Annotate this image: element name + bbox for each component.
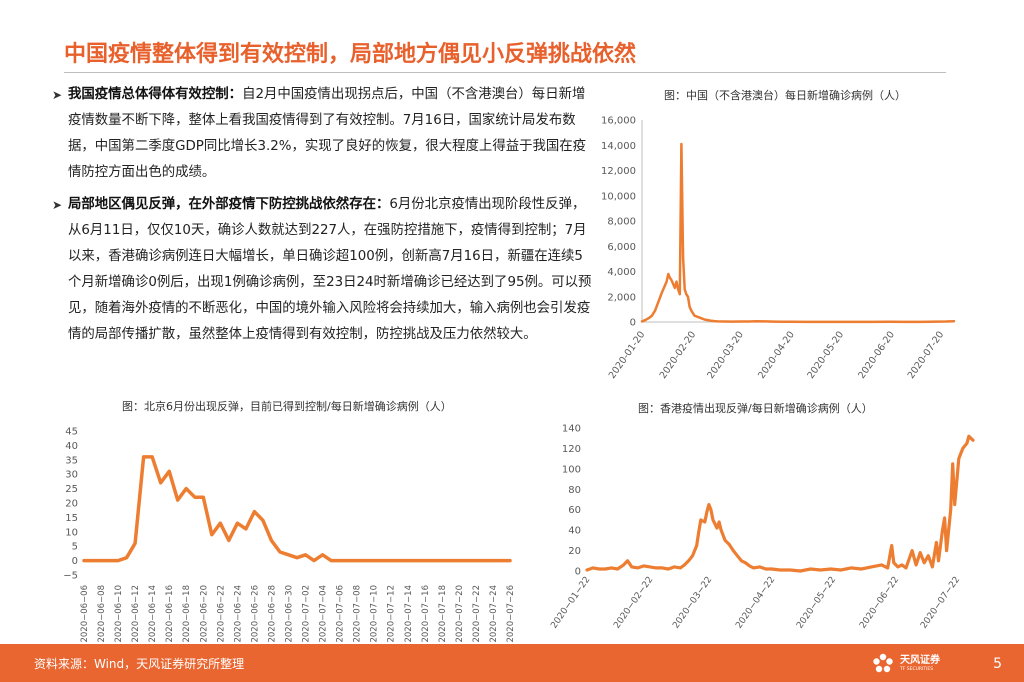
y-tick-label: 20 <box>568 546 581 557</box>
y-tick-label: 40 <box>568 526 581 537</box>
bullet-text: 6月份北京疫情出现阶段性反弹，从6月11日，仅仅10天，确诊人数就达到227人，… <box>68 197 592 342</box>
x-tick-label: 2020−07−20 <box>455 585 465 643</box>
x-tick-label: 2020−06−16 <box>165 585 175 643</box>
bullet-lead: 我国疫情总体得体有效控制： <box>68 87 243 102</box>
x-tick-label: 2020−07−04 <box>319 585 329 643</box>
x-tick-label: 2020-06-20 <box>856 329 897 381</box>
footer-bar: 资料来源：Wind，天风证券研究所整理 天风证券 TF SECURITIES 5 <box>0 644 1024 682</box>
bullet-lead: 局部地区偶见反弹，在外部疫情下防控挑战依然存在： <box>68 197 390 212</box>
series-line <box>82 455 512 563</box>
x-tick-label: 2020−06−24 <box>233 585 243 643</box>
x-tick-label: 2020−04−22 <box>734 575 777 631</box>
x-tick-label: 2020−06−10 <box>114 585 124 643</box>
y-tick-label: 25 <box>65 484 78 495</box>
y-tick-label: 14,000 <box>601 141 636 152</box>
series-line <box>640 142 956 324</box>
bullet-list: ➤ 我国疫情总体得体有效控制：自2月中国疫情出现拐点后，中国（不含港澳台）每日新… <box>52 82 592 354</box>
y-tick-label: 16,000 <box>601 116 636 127</box>
x-tick-label: 2020−07−24 <box>489 585 499 643</box>
y-tick-label: 5 <box>72 542 78 553</box>
y-tick-label: 120 <box>562 444 581 455</box>
chart-hongkong: 0 20 40 60 80 100 120 140 2020−01−22 2020−02−22 20… <box>549 424 975 631</box>
y-tick-label: 40 <box>65 441 78 452</box>
bullet-item: ➤ 局部地区偶见反弹，在外部疫情下防控挑战依然存在：6月份北京疫情出现阶段性反弹… <box>52 192 592 348</box>
x-tick-label: 2020-03-20 <box>705 329 746 381</box>
x-tick-label: 2020−07−06 <box>336 585 346 643</box>
x-tick-label: 2020−06−18 <box>182 585 192 643</box>
chart-caption-beijing: 图：北京6月份出现反弹，目前已得到控制/每日新增确诊病例（人） <box>122 400 452 413</box>
logo-subtext: TF SECURITIES <box>900 666 934 672</box>
x-tick-label: 2020−06−26 <box>250 585 260 643</box>
page-number: 5 <box>993 656 1002 672</box>
x-tick-label: 2020−07−14 <box>404 585 414 643</box>
x-tick-label: 2020-07-20 <box>906 329 947 381</box>
y-tick-label: 10,000 <box>601 191 636 202</box>
company-logo: 天风证券 TF SECURITIES <box>870 651 940 677</box>
x-tick-label: 2020−07−12 <box>387 585 397 643</box>
y-tick-label: 4,000 <box>607 267 636 278</box>
x-tick-label: 2020−07−18 <box>438 585 448 643</box>
y-tick-label: 6,000 <box>607 242 636 253</box>
x-tick-label: 2020−07−16 <box>421 585 431 643</box>
x-tick-label: 2020-04-20 <box>756 329 797 381</box>
y-tick-label: 20 <box>65 499 78 510</box>
y-tick-label: 35 <box>65 455 78 466</box>
x-tick-label: 2020−06−06 <box>80 585 90 643</box>
x-tick-label: 2020−07−22 <box>472 585 482 643</box>
flower-logo-icon <box>873 653 893 673</box>
x-tick-label: 2020−07−10 <box>370 585 380 643</box>
x-tick-label: 2020−06−14 <box>148 585 158 643</box>
bullet-text: 自2月中国疫情出现拐点后，中国（不含港澳台）每日新增疫情数量不断下降，整体上看我… <box>68 87 587 180</box>
series-line <box>585 434 975 573</box>
y-tick-label: 60 <box>568 505 581 516</box>
bullet-item: ➤ 我国疫情总体得体有效控制：自2月中国疫情出现拐点后，中国（不含港澳台）每日新… <box>52 82 592 186</box>
x-tick-label: 2020−06−08 <box>97 585 107 643</box>
x-tick-label: 2020−07−02 <box>302 585 312 643</box>
y-tick-label: 8,000 <box>607 217 636 228</box>
y-tick-label: 12,000 <box>601 166 636 177</box>
x-tick-label: 2020−06−22 <box>858 575 901 631</box>
chart-china: 0 2,000 4,000 6,000 8,000 10,000 12,000 14,000 1… <box>601 116 956 381</box>
chart-caption-china: 图：中国（不含港澳台）每日新增确诊病例（人） <box>664 89 906 102</box>
x-tick-label: 2020−03−22 <box>671 575 714 631</box>
y-tick-label: 0 <box>630 318 636 329</box>
x-tick-label: 2020−07−22 <box>919 575 962 631</box>
page-title: 中国疫情整体得到有效控制，局部地方偶见小反弹挑战依然 <box>64 42 637 67</box>
y-tick-label: 45 <box>65 427 78 438</box>
y-tick-label: 0 <box>72 556 78 567</box>
x-tick-label: 2020−01−22 <box>549 575 592 631</box>
x-tick-label: 2020-05-20 <box>805 329 846 381</box>
y-tick-label: 140 <box>562 424 581 435</box>
chart-caption-hongkong: 图：香港疫情出现反弹/每日新增确诊病例（人） <box>638 402 873 415</box>
x-tick-label: 2020−06−20 <box>199 585 209 643</box>
arrow-bullet-icon: ➤ <box>52 198 63 212</box>
x-tick-label: 2020−05−22 <box>795 575 838 631</box>
x-tick-label: 2020-02-20 <box>658 329 699 381</box>
y-tick-label: −5 <box>63 571 78 582</box>
x-tick-label: 2020−07−26 <box>506 585 516 643</box>
x-tick-label: 2020−06−12 <box>131 585 141 643</box>
title-divider <box>64 72 946 73</box>
x-tick-label: 2020−06−28 <box>267 585 277 643</box>
x-tick-label: 2020−06−22 <box>216 585 226 643</box>
y-tick-label: 0 <box>575 567 581 578</box>
chart-beijing: −5 0 5 10 15 20 25 30 35 40 45 2020−06−06 2020−06−08… <box>63 427 516 643</box>
source-note: 资料来源：Wind，天风证券研究所整理 <box>34 657 245 671</box>
arrow-bullet-icon: ➤ <box>52 88 63 102</box>
y-tick-label: 80 <box>568 485 581 496</box>
y-tick-label: 10 <box>65 527 78 538</box>
y-tick-label: 15 <box>65 513 78 524</box>
y-tick-label: 30 <box>65 470 78 481</box>
x-tick-label: 2020−02−22 <box>612 575 655 631</box>
y-tick-label: 2,000 <box>607 292 636 303</box>
x-tick-label: 2020-01-20 <box>607 329 648 381</box>
x-tick-label: 2020−07−08 <box>353 585 363 643</box>
y-tick-label: 100 <box>562 464 581 475</box>
logo-text: 天风证券 <box>900 654 940 666</box>
x-tick-label: 2020−06−30 <box>284 585 294 643</box>
